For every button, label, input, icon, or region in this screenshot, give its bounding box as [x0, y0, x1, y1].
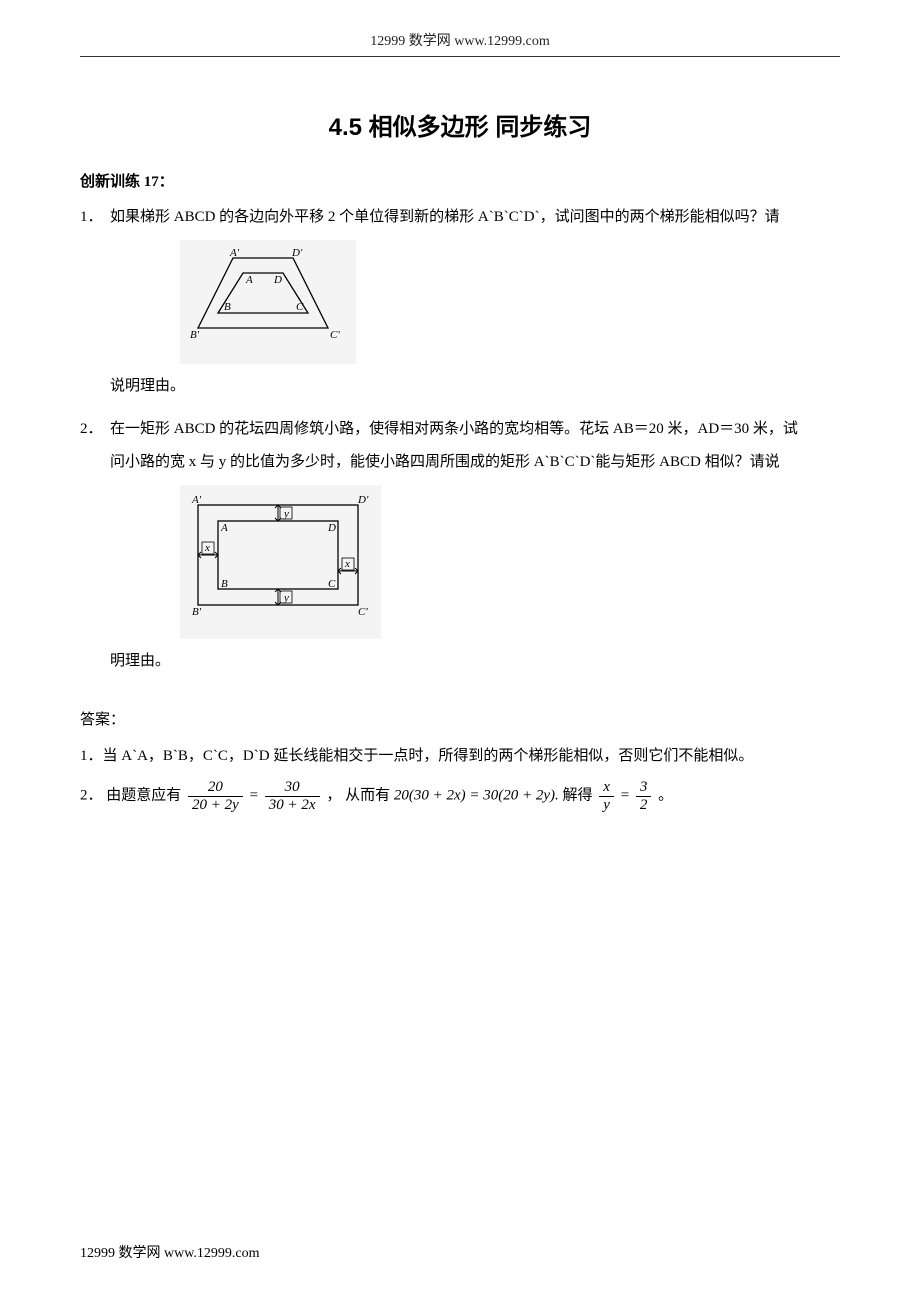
label2-A: A	[220, 522, 228, 534]
frac-4-bot: 2	[636, 797, 652, 814]
frac-3-top: x	[599, 779, 614, 797]
label2-y-top: y	[283, 508, 289, 520]
answer-2-expr: 20(30 + 2x) = 30(20 + 2y).	[394, 787, 559, 803]
problem-1: 1．如果梯形 ABCD 的各边向外平移 2 个单位得到新的梯形 A`B`C`D`…	[80, 201, 840, 403]
answer-2-end: 。	[658, 787, 673, 803]
label2-y-bot: y	[283, 592, 289, 604]
answer-2-pre: 由题意应有	[106, 787, 181, 803]
label-A-prime: A'	[229, 248, 240, 259]
label2-C-prime: C'	[358, 606, 368, 618]
figure-1-wrap: A' D' A D B C B' C'	[180, 240, 840, 364]
frac-4: 3 2	[636, 779, 652, 813]
answer-2-mid: ， 从而有	[326, 787, 390, 803]
label2-D-prime: D'	[357, 494, 369, 506]
label-D: D	[273, 274, 282, 286]
answer-1-number: 1．	[80, 748, 103, 764]
label-D-prime: D'	[291, 248, 303, 259]
frac-1-top: 20	[188, 779, 243, 797]
label2-x-right: x	[344, 558, 350, 570]
frac-2-top: 30	[265, 779, 320, 797]
label2-x-left: x	[204, 542, 210, 554]
answer-1-text: 当 A`A，B`B，C`C，D`D 延长线能相交于一点时，所得到的两个梯形能相似…	[103, 748, 754, 764]
page-title: 4.5 相似多边形 同步练习	[80, 107, 840, 142]
frac-1-bot: 20 + 2y	[188, 797, 243, 814]
label-B-prime: B'	[190, 329, 200, 341]
section-label: 创新训练 17：	[80, 170, 840, 191]
problem-2: 2．在一矩形 ABCD 的花坛四周修筑小路，使得相对两条小路的宽均相等。花坛 A…	[80, 413, 840, 678]
figure-1: A' D' A D B C B' C'	[180, 240, 356, 364]
rectangle-diagram: A' D' A D B C B' C' y y x x	[188, 493, 373, 618]
frac-1: 20 20 + 2y	[188, 779, 243, 813]
answer-2-number: 2．	[80, 787, 103, 803]
problem-1-number: 1．	[80, 201, 110, 234]
figure-2-wrap: A' D' A D B C B' C' y y x x	[180, 485, 840, 639]
answers-label: 答案：	[80, 708, 840, 729]
label2-B: B	[221, 578, 228, 590]
frac-2: 30 30 + 2x	[265, 779, 320, 813]
frac-3-bot: y	[599, 797, 614, 814]
label2-C: C	[328, 578, 336, 590]
page-header: 12999 数学网 www.12999.com	[80, 30, 840, 56]
answer-2: 2． 由题意应有 20 20 + 2y = 30 30 + 2x ， 从而有 2…	[80, 779, 840, 813]
figure-2: A' D' A D B C B' C' y y x x	[180, 485, 381, 639]
frac-3: x y	[599, 779, 614, 813]
problem-2-text-line2: 问小路的宽 x 与 y 的比值为多少时，能使小路四周所围成的矩形 A`B`C`D…	[80, 446, 840, 479]
problem-1-text-line1: 如果梯形 ABCD 的各边向外平移 2 个单位得到新的梯形 A`B`C`D`，试…	[110, 209, 780, 225]
header-text: 12999 数学网 www.12999.com	[370, 34, 550, 49]
problem-2-number: 2．	[80, 413, 110, 446]
page: 12999 数学网 www.12999.com 4.5 相似多边形 同步练习 创…	[0, 0, 920, 1302]
label2-B-prime: B'	[192, 606, 202, 618]
problem-2-text-line1: 在一矩形 ABCD 的花坛四周修筑小路，使得相对两条小路的宽均相等。花坛 AB＝…	[110, 421, 798, 437]
footer-text: 12999 数学网 www.12999.com	[80, 1246, 260, 1261]
label-C-prime: C'	[330, 329, 340, 341]
trapezoid-diagram: A' D' A D B C B' C'	[188, 248, 348, 343]
eq-1: =	[250, 787, 258, 803]
problem-1-text-line2: 说明理由。	[80, 378, 185, 394]
frac-2-bot: 30 + 2x	[265, 797, 320, 814]
label2-A-prime: A'	[191, 494, 202, 506]
frac-4-top: 3	[636, 779, 652, 797]
answer-2-post: 解得	[563, 787, 593, 803]
label2-D: D	[327, 522, 336, 534]
label-B: B	[224, 301, 231, 313]
page-footer: 12999 数学网 www.12999.com	[80, 1242, 260, 1262]
label-A: A	[245, 274, 253, 286]
eq-2: =	[621, 787, 629, 803]
header-rule	[80, 56, 840, 57]
answer-1: 1．当 A`A，B`B，C`C，D`D 延长线能相交于一点时，所得到的两个梯形能…	[80, 741, 840, 771]
label-C: C	[296, 301, 304, 313]
problem-2-text-line3: 明理由。	[80, 653, 170, 669]
